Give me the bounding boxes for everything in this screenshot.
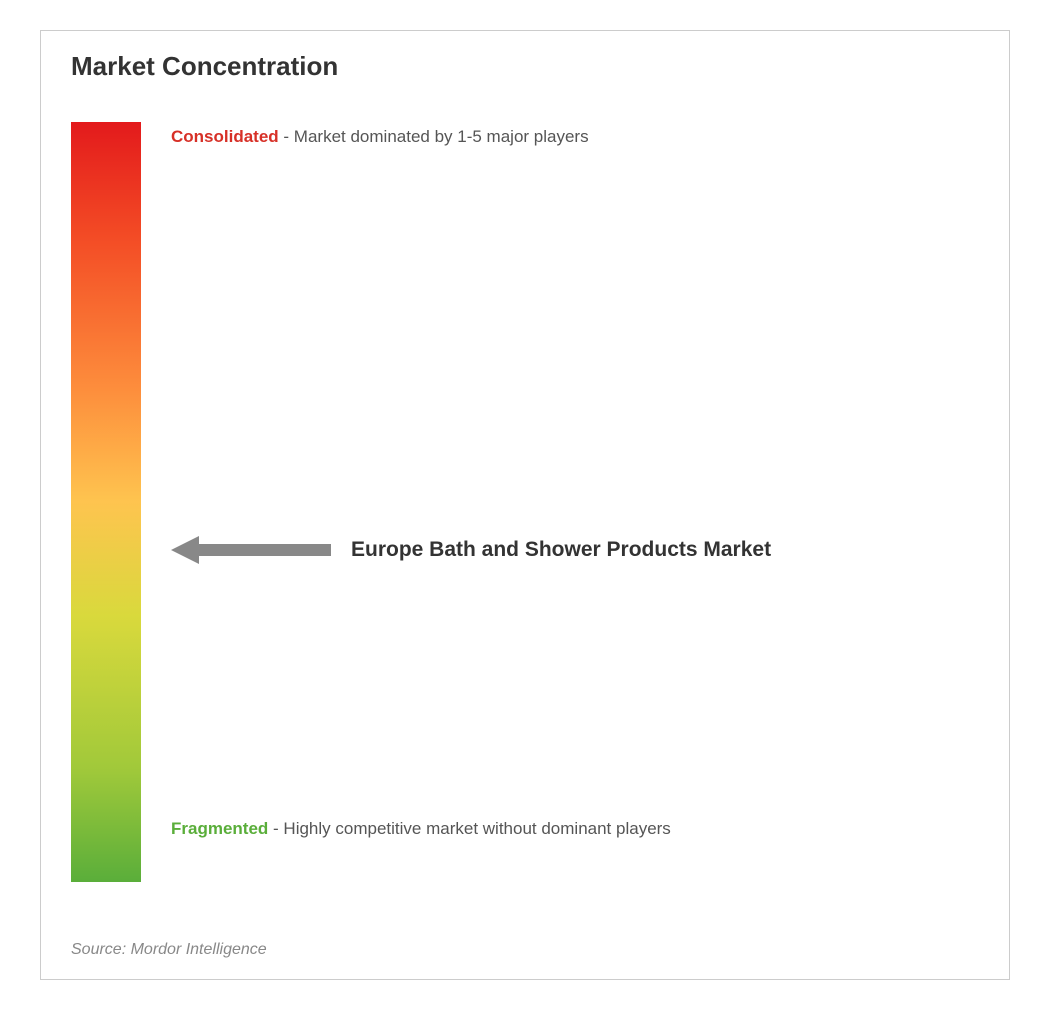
- source-text: Source: Mordor Intelligence: [71, 941, 267, 959]
- consolidated-highlight: Consolidated: [171, 127, 279, 146]
- chart-container: Market Concentration Consolidated - Mark…: [40, 30, 1010, 980]
- fragmented-rest: - Highly competitive market without domi…: [273, 819, 671, 838]
- fragmented-label: Fragmented - Highly competitive market w…: [171, 815, 671, 842]
- market-pointer: Europe Bath and Shower Products Market: [171, 532, 771, 568]
- gradient-bar: [71, 122, 141, 882]
- consolidated-label: Consolidated - Market dominated by 1-5 m…: [171, 127, 589, 147]
- labels-area: Consolidated - Market dominated by 1-5 m…: [171, 122, 979, 882]
- market-name: Europe Bath and Shower Products Market: [351, 538, 771, 562]
- chart-title: Market Concentration: [71, 51, 979, 82]
- consolidated-rest: - Market dominated by 1-5 major players: [283, 127, 588, 146]
- chart-area: Consolidated - Market dominated by 1-5 m…: [71, 122, 979, 882]
- arrow-left-icon: [171, 532, 331, 568]
- fragmented-highlight: Fragmented: [171, 819, 268, 838]
